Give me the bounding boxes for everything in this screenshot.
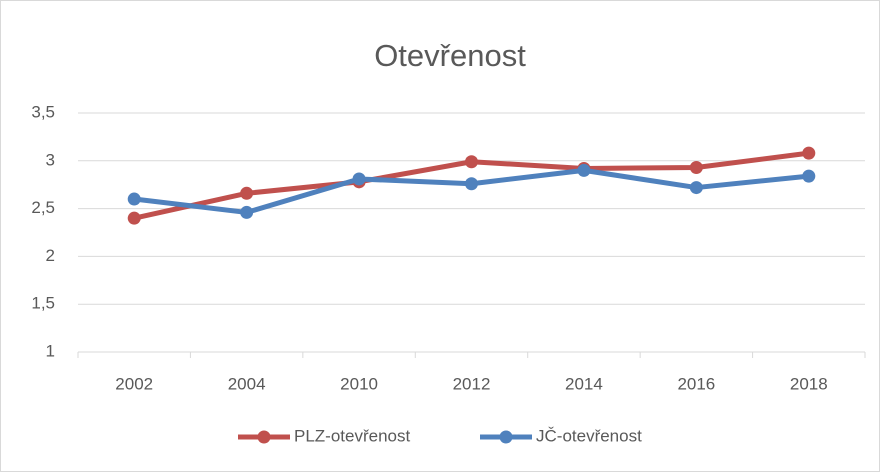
x-tick-label: 2014 (565, 374, 603, 393)
data-point (689, 181, 703, 195)
y-tick-label: 1,5 (31, 294, 55, 313)
data-point (240, 186, 254, 200)
y-tick-label: 2 (46, 246, 55, 265)
x-tick-label: 2016 (677, 374, 715, 393)
chart-title: Otevřenost (374, 38, 526, 73)
data-point (689, 160, 703, 174)
x-tick-label: 2010 (340, 374, 378, 393)
y-tick-label: 3 (46, 150, 55, 169)
data-point (577, 163, 591, 177)
legend-marker (499, 430, 513, 444)
data-point (240, 205, 254, 219)
x-tick-label: 2004 (228, 374, 266, 393)
legend-marker (257, 430, 271, 444)
y-tick-label: 1 (46, 341, 55, 360)
legend-label: PLZ-otevřenost (294, 426, 410, 445)
data-point (465, 155, 478, 169)
data-point (127, 192, 141, 206)
data-point (127, 211, 141, 225)
y-tick-label: 2,5 (31, 198, 55, 217)
data-point (802, 146, 816, 160)
data-point (352, 172, 366, 186)
data-point (802, 169, 816, 183)
legend-label: JČ-otevřenost (536, 426, 642, 445)
x-tick-label: 2018 (790, 374, 828, 393)
x-tick-label: 2012 (453, 374, 491, 393)
y-tick-label: 3,5 (31, 102, 55, 121)
x-tick-label: 2002 (115, 374, 153, 393)
data-point (465, 177, 478, 191)
